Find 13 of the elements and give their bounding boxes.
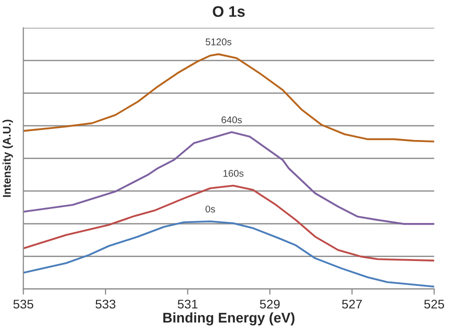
x-tick-label: 531 xyxy=(178,300,198,309)
series-label: 5120s xyxy=(206,38,232,46)
series-label: 640s xyxy=(222,116,242,124)
y-axis-title: Intensity (A.U.) xyxy=(2,120,13,197)
x-tick-label: 535 xyxy=(13,300,34,309)
series-label: 160s xyxy=(223,170,244,177)
x-axis-title: Binding Energy (eV) xyxy=(163,312,294,326)
x-tick-label: 525 xyxy=(424,300,444,309)
series-label: 0s xyxy=(206,206,216,212)
x-tick-label: 527 xyxy=(342,300,362,309)
x-tick-label: 533 xyxy=(96,300,116,309)
chart-title: O 1s xyxy=(212,6,245,17)
x-tick-label: 529 xyxy=(260,300,280,309)
